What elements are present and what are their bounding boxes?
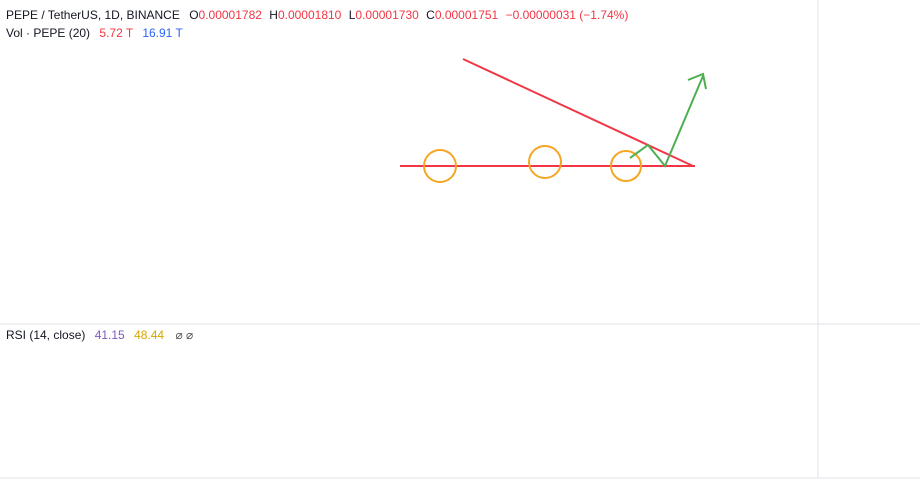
indicator-value: 5.72 T (99, 26, 133, 40)
indicator-value: 48.44 (134, 328, 164, 342)
circle-marker (528, 145, 562, 179)
circle-marker (610, 150, 642, 182)
ohlc-value: 0.00001730 (355, 8, 419, 22)
indicator-value: 16.91 T (142, 26, 183, 40)
trend-line (462, 58, 694, 167)
ohlc-value: 0.00001810 (278, 8, 342, 22)
price-change: −0.00000031 (−1.74%) (506, 8, 629, 22)
ohlc-label: L (349, 8, 356, 22)
ohlc-label: O (189, 8, 198, 22)
indicator-name: RSI (14, close) (6, 328, 85, 342)
drawings (400, 58, 707, 183)
indicator-value: 41.15 (95, 328, 125, 342)
arrow-head (687, 72, 707, 90)
price-legend: PEPE / TetherUS, 1D, BINANCE O0.00001782… (6, 8, 628, 22)
circle-marker (423, 149, 457, 183)
indicator-name: Vol · PEPE (20) (6, 26, 90, 40)
rsi-legend: RSI (14, close) 41.15 48.44 ⌀ ⌀ (6, 328, 193, 342)
settings-icon[interactable]: ⌀ ⌀ (175, 328, 193, 342)
ohlc-label: H (269, 8, 278, 22)
ohlc-label: C (426, 8, 435, 22)
ohlc-value: 0.00001782 (199, 8, 263, 22)
symbol: PEPE / TetherUS, 1D, BINANCE (6, 8, 180, 22)
ohlc-value: 0.00001751 (435, 8, 499, 22)
volume-legend: Vol · PEPE (20) 5.72 T 16.91 T (6, 26, 183, 40)
projection-path (629, 75, 704, 168)
